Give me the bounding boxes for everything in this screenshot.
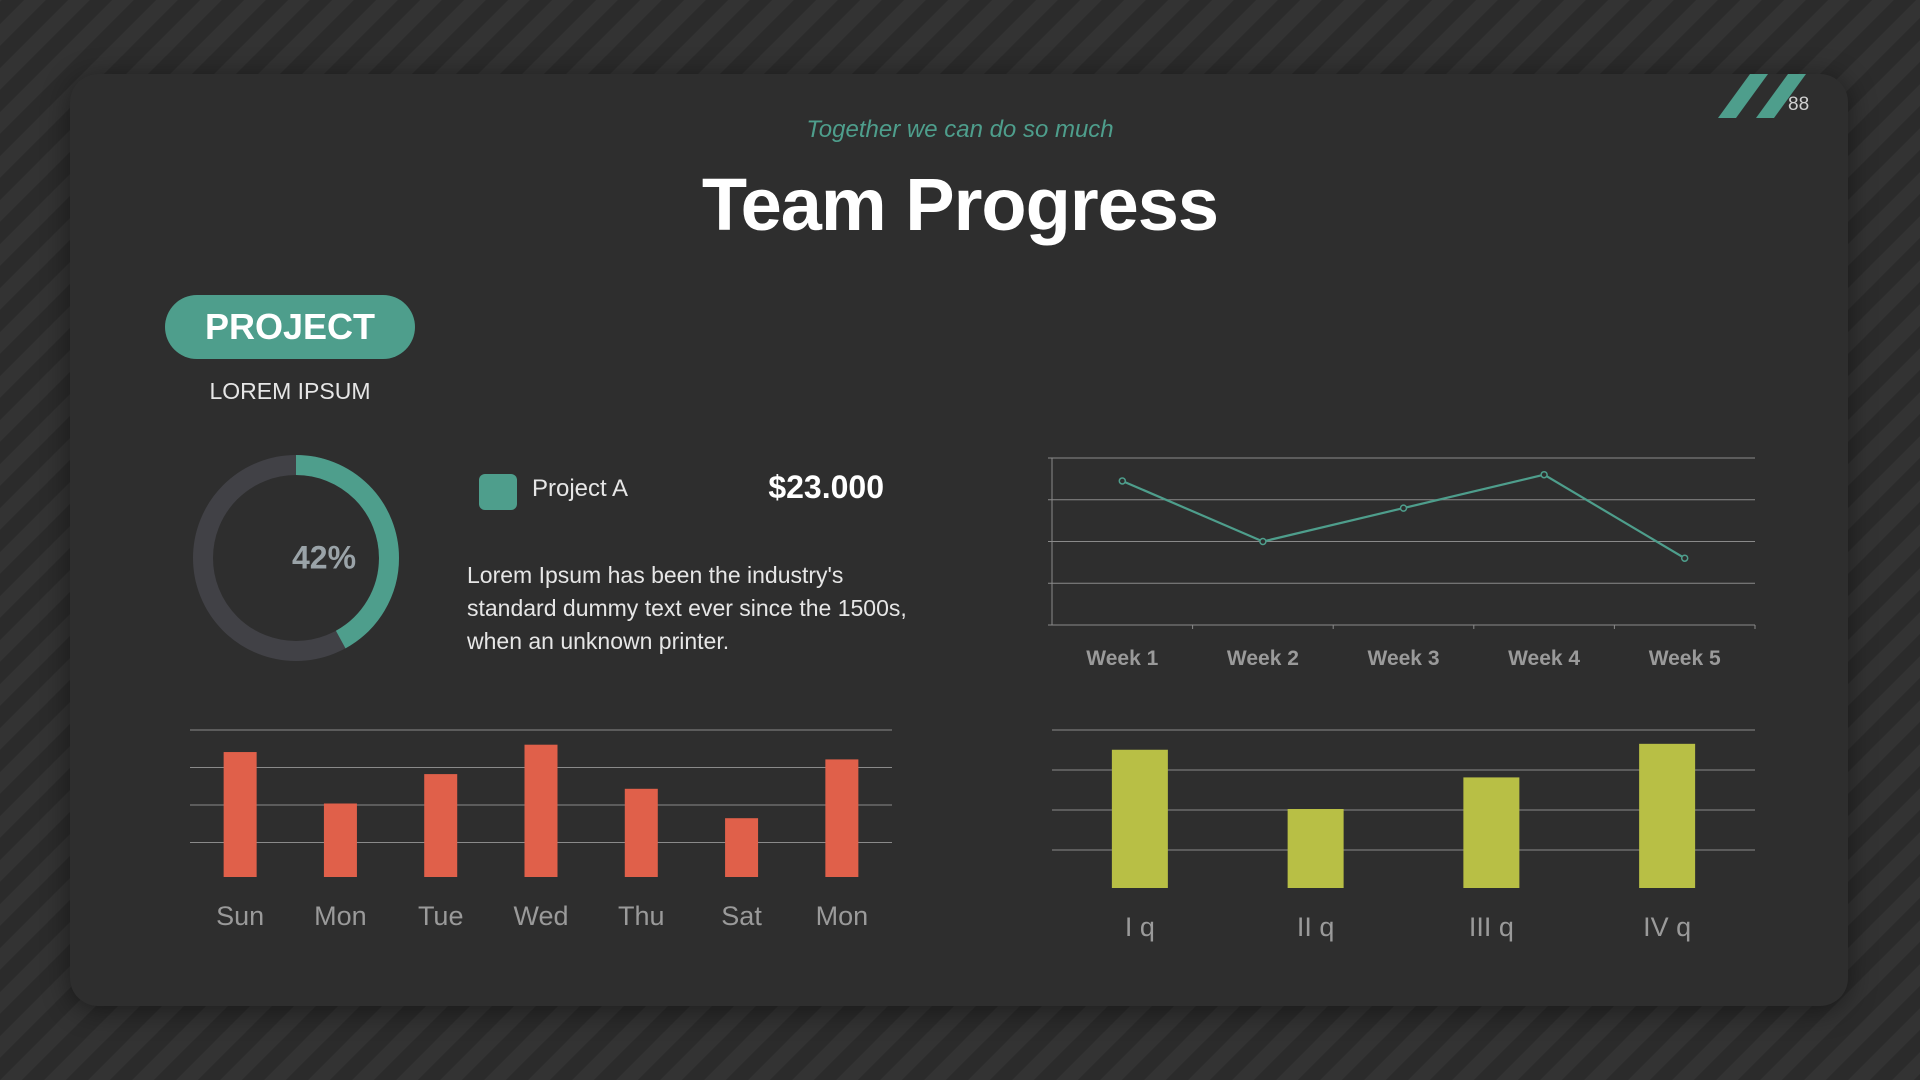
line-x-label-week-1-0: Week 1 — [1086, 647, 1158, 670]
day-x-label-sat-5: Sat — [721, 901, 762, 931]
day-bar-wed-3 — [524, 744, 558, 877]
weekly-line-chart: Week 1 Week 2 Week 3 Week 4 Week 5 — [1048, 457, 1756, 670]
quarterly-bar-chart: I q II q III q IV q — [1052, 729, 1755, 942]
day-x-label-wed-3: Wed — [513, 901, 568, 931]
day-bar-mon-6 — [825, 759, 859, 877]
project-amount: $23.000 — [768, 469, 884, 505]
project-description: Lorem Ipsum has been the industry's stan… — [467, 562, 907, 654]
progress-donut-chart: 42% — [193, 455, 399, 661]
day-x-label-mon-6: Mon — [816, 901, 869, 931]
day-bar-sat-5 — [725, 818, 759, 877]
day-x-label-thu-4: Thu — [618, 901, 665, 931]
quarter-bar-i-q-0 — [1111, 749, 1168, 888]
page-number: 88 — [1788, 94, 1810, 115]
slide-title: Team Progress — [701, 163, 1219, 246]
quarter-x-label-iii-q-2: III q — [1469, 912, 1514, 942]
daily-bar-chart: Sun Mon Tue Wed Thu Sat Mon — [190, 729, 892, 931]
day-x-label-mon-1: Mon — [314, 901, 367, 931]
day-x-label-tue-2: Tue — [418, 901, 464, 931]
day-bar-tue-2 — [424, 774, 458, 877]
project-caption: LOREM IPSUM — [209, 378, 371, 404]
quarter-x-label-ii-q-1: II q — [1297, 912, 1335, 942]
slide-card — [70, 74, 1848, 1006]
quarter-bar-iii-q-2 — [1463, 777, 1520, 888]
donut-percent-label: 42% — [292, 539, 356, 575]
legend-swatch-project-a — [479, 474, 517, 510]
quarter-bar-ii-q-1 — [1287, 809, 1344, 888]
day-bar-sun-0 — [223, 752, 257, 877]
line-x-label-week-2-1: Week 2 — [1227, 647, 1299, 670]
quarter-bar-iv-q-3 — [1639, 743, 1696, 888]
line-point-week-5-4 — [1680, 554, 1689, 562]
donut-progress-arc — [193, 455, 399, 661]
line-point-week-2-1 — [1259, 537, 1267, 546]
day-bar-mon-1 — [323, 803, 357, 877]
double-slash-logo-icon — [1718, 74, 1806, 118]
day-bar-thu-4 — [624, 788, 658, 877]
slide-subtitle: Together we can do so much — [806, 116, 1114, 143]
line-x-label-week-4-3: Week 4 — [1508, 647, 1580, 670]
quarter-x-label-iv-q-3: IV q — [1643, 912, 1691, 942]
line-point-week-1-0 — [1118, 477, 1127, 485]
line-x-label-week-5-4: Week 5 — [1649, 647, 1721, 670]
line-point-week-3-2 — [1399, 504, 1408, 512]
line-x-label-week-3-2: Week 3 — [1368, 647, 1440, 670]
line-point-week-4-3 — [1540, 470, 1548, 479]
legend-label-project-a: Project A — [532, 475, 629, 502]
line-series-path — [1121, 473, 1686, 560]
quarter-x-label-i-q-0: I q — [1125, 912, 1155, 942]
day-x-label-sun-0: Sun — [216, 901, 264, 931]
project-badge: PROJECT — [165, 295, 415, 359]
